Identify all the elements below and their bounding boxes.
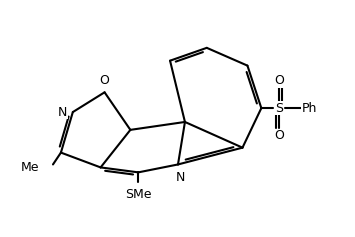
Text: Ph: Ph [301,102,317,115]
Text: N: N [175,171,185,184]
Text: O: O [100,74,109,87]
Text: Me: Me [21,161,39,174]
Text: SMe: SMe [125,188,152,201]
Text: O: O [274,129,284,142]
Text: S: S [275,102,283,115]
Text: O: O [274,74,284,87]
Text: N: N [58,105,67,118]
